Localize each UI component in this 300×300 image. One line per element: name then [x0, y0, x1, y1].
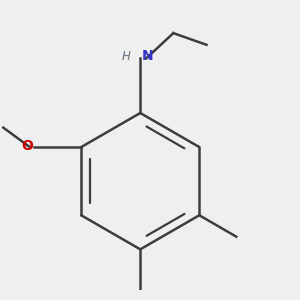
Text: H: H	[122, 50, 130, 63]
Text: N: N	[142, 50, 154, 64]
Text: O: O	[21, 139, 33, 153]
